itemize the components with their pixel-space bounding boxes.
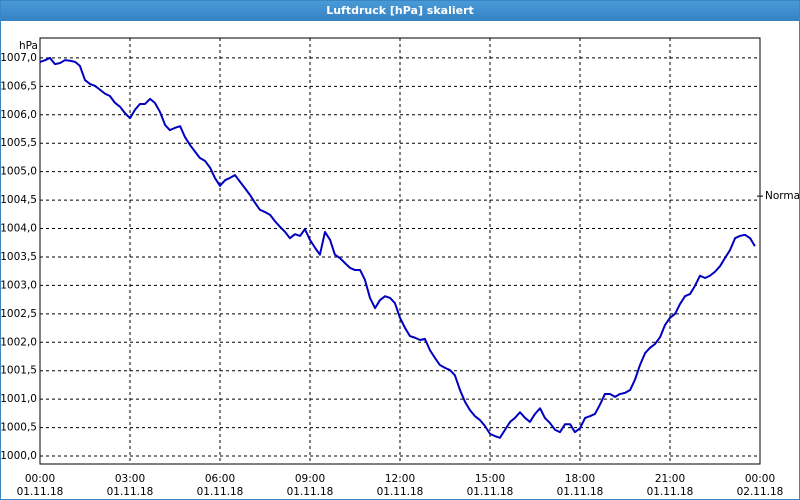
y-tick-label: 1006,0 <box>1 109 37 121</box>
y-tick-label: 1001,0 <box>1 393 37 405</box>
x-tick-date: 01.11.18 <box>107 486 154 498</box>
x-tick-date: 01.11.18 <box>647 486 694 498</box>
x-tick-date: 01.11.18 <box>377 486 424 498</box>
y-tick-label: 1002,5 <box>1 308 37 320</box>
y-tick-label: 1000,5 <box>1 422 37 434</box>
y-tick-label: 1005,5 <box>1 137 37 149</box>
y-tick-label: 1004,5 <box>1 194 37 206</box>
y-tick-label: 1005,0 <box>1 166 37 178</box>
y-tick-label: 1004,0 <box>1 223 37 235</box>
x-tick-label: 21:00 <box>655 473 685 485</box>
y-tick-label: 1006,5 <box>1 80 37 92</box>
y-tick-label: 1001,5 <box>1 365 37 377</box>
annotation-label: Normal <box>765 190 799 202</box>
title-bar: Luftdruck [hPa] skaliert <box>1 1 799 21</box>
x-tick-label: 06:00 <box>205 473 235 485</box>
x-tick-date: 01.11.18 <box>17 486 64 498</box>
plot-frame <box>39 37 761 465</box>
x-tick-label: 00:00 <box>745 473 775 485</box>
x-tick-label: 12:00 <box>385 473 415 485</box>
x-tick-date: 01.11.18 <box>197 486 244 498</box>
y-tick-label: 1007,0 <box>1 52 37 64</box>
y-tick-label: 1002,0 <box>1 336 37 348</box>
y-tick-label: 1000,0 <box>1 450 37 462</box>
x-tick-label: 15:00 <box>475 473 505 485</box>
data-line <box>39 56 756 439</box>
y-tick-label: 1003,0 <box>1 279 37 291</box>
x-tick-label: 03:00 <box>115 473 145 485</box>
x-tick-date: 01.11.18 <box>557 486 604 498</box>
x-tick-label: 18:00 <box>565 473 595 485</box>
chart: hPa 1000,0 1000,5 1001,0 1001,5 1002,0 1002,5… <box>1 37 799 498</box>
x-tick-date: 01.11.18 <box>467 486 514 498</box>
y-axis-label: hPa <box>19 40 38 52</box>
x-tick-label: 09:00 <box>295 473 325 485</box>
y-tick-label: 1003,5 <box>1 251 37 263</box>
x-tick-label: 00:00 <box>25 473 55 485</box>
x-tick-date: 01.11.18 <box>287 486 334 498</box>
x-tick-date: 02.11.18 <box>737 486 784 498</box>
